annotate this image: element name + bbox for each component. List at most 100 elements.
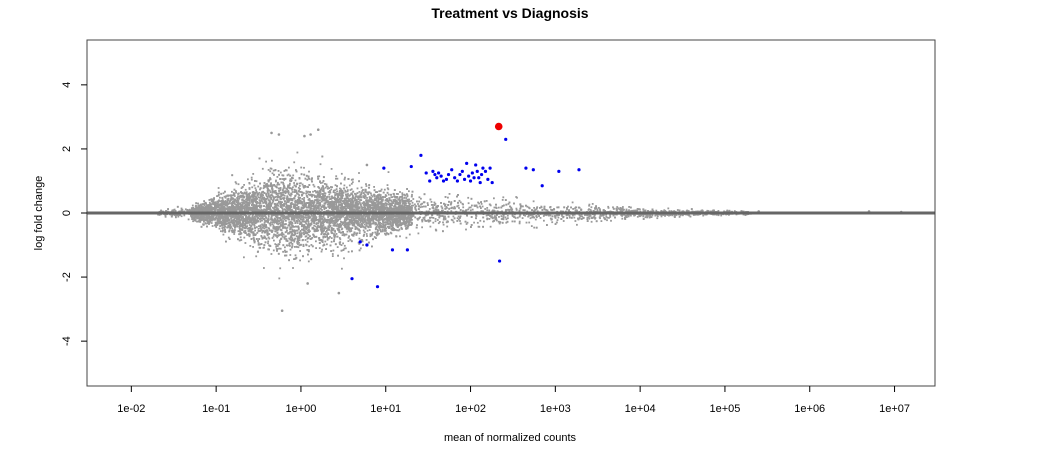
- point-grey: [294, 199, 297, 202]
- point-grey: [324, 192, 327, 195]
- point-grey: [359, 247, 362, 250]
- point-grey: [278, 201, 280, 204]
- point-grey: [376, 228, 379, 231]
- point-grey: [253, 238, 255, 241]
- point-grey: [340, 244, 343, 246]
- point-grey: [362, 235, 365, 237]
- point-grey: [247, 210, 249, 212]
- point-grey: [343, 247, 346, 250]
- point-grey: [588, 215, 591, 218]
- point-grey: [324, 186, 327, 189]
- point-grey: [596, 210, 599, 213]
- point-grey: [266, 231, 269, 233]
- point-grey: [281, 203, 284, 206]
- point-grey: [606, 216, 609, 219]
- point-grey: [309, 199, 311, 202]
- point-grey: [302, 243, 305, 246]
- point-grey: [362, 208, 365, 211]
- point-grey: [220, 206, 223, 209]
- point-grey: [398, 196, 401, 199]
- point-grey: [528, 206, 530, 209]
- point-grey: [507, 203, 510, 205]
- point-grey: [519, 204, 522, 207]
- point-grey: [465, 228, 467, 231]
- point-grey: [586, 218, 589, 220]
- point-grey: [500, 218, 503, 220]
- point-grey: [292, 267, 294, 269]
- point-grey: [284, 169, 287, 171]
- point-grey: [341, 267, 343, 270]
- point-grey: [217, 194, 220, 197]
- point-grey: [230, 219, 233, 222]
- point-grey: [278, 239, 281, 242]
- point-grey: [549, 217, 552, 220]
- point-grey: [180, 209, 183, 212]
- point-grey: [626, 214, 629, 216]
- point-grey: [253, 204, 255, 206]
- point-grey: [386, 184, 389, 186]
- point-grey: [646, 215, 649, 218]
- point-grey: [212, 200, 215, 203]
- point-grey: [256, 219, 258, 222]
- point-grey: [266, 197, 269, 199]
- point-grey: [388, 197, 391, 199]
- point-grey: [272, 235, 275, 238]
- point-grey: [266, 204, 269, 206]
- point-grey: [397, 229, 400, 232]
- point-grey: [421, 205, 424, 208]
- point-grey: [354, 215, 357, 218]
- point-grey: [255, 233, 257, 236]
- point-grey: [371, 233, 373, 236]
- point-grey: [311, 217, 314, 220]
- point-grey: [222, 202, 225, 204]
- point-grey: [277, 192, 280, 195]
- point-grey: [621, 208, 624, 210]
- point-grey: [428, 208, 431, 210]
- point-grey: [439, 215, 442, 217]
- point-grey: [523, 214, 525, 216]
- point-grey: [316, 202, 318, 205]
- point-grey: [457, 204, 460, 207]
- point-grey: [265, 160, 267, 163]
- point-grey: [362, 189, 364, 191]
- point-grey: [280, 203, 282, 205]
- point-grey: [398, 218, 401, 220]
- point-grey: [234, 219, 236, 222]
- point-grey: [403, 222, 406, 225]
- point-grey: [255, 189, 257, 191]
- point-grey: [545, 214, 548, 217]
- point-grey: [285, 227, 288, 230]
- point-grey: [306, 227, 309, 229]
- point-grey: [289, 182, 291, 185]
- point-grey: [340, 202, 343, 205]
- point-grey: [295, 169, 297, 171]
- point-grey: [261, 237, 264, 240]
- point-grey: [350, 192, 353, 195]
- point-grey: [243, 200, 246, 202]
- point-grey: [338, 193, 341, 195]
- point-grey: [452, 215, 455, 218]
- point-grey: [447, 204, 450, 206]
- point-grey: [534, 218, 537, 221]
- point-grey: [406, 219, 408, 221]
- point-grey: [400, 227, 403, 229]
- point-grey: [344, 189, 347, 192]
- point-grey: [649, 215, 652, 218]
- point-grey: [258, 191, 261, 194]
- point-grey: [216, 195, 218, 197]
- point-grey: [338, 191, 341, 194]
- point-grey: [495, 216, 497, 219]
- point-grey: [348, 184, 351, 187]
- point-grey: [363, 223, 366, 226]
- point-grey: [257, 228, 260, 230]
- point-grey: [249, 230, 252, 233]
- point-grey: [379, 194, 382, 196]
- point-grey: [218, 199, 220, 202]
- point-grey: [274, 217, 276, 220]
- point-grey: [502, 196, 505, 199]
- point-grey: [406, 194, 409, 197]
- point-grey: [215, 205, 218, 207]
- point-grey: [320, 187, 323, 189]
- point-grey: [674, 214, 677, 217]
- point-grey: [331, 197, 334, 200]
